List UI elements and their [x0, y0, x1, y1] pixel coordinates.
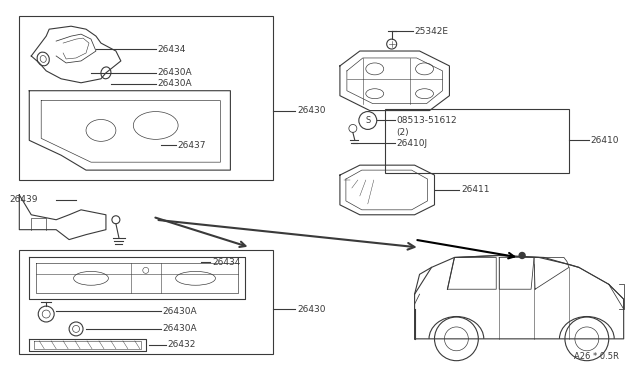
Text: 25342E: 25342E — [415, 27, 449, 36]
Bar — [19, 250, 273, 354]
Text: 26430: 26430 — [297, 106, 326, 115]
Bar — [385, 109, 569, 173]
Text: (2): (2) — [397, 128, 410, 137]
Text: 26439: 26439 — [10, 195, 38, 204]
Text: 26432: 26432 — [168, 340, 196, 349]
Text: 26437: 26437 — [178, 141, 206, 150]
Text: 26430A: 26430A — [157, 68, 193, 77]
Text: 26411: 26411 — [461, 186, 490, 195]
Circle shape — [519, 253, 525, 259]
Text: 26430A: 26430A — [163, 307, 197, 315]
Text: 26430: 26430 — [297, 305, 326, 314]
Bar — [19, 16, 273, 180]
Text: A26 * 0.5R: A26 * 0.5R — [574, 352, 619, 361]
Text: 26434: 26434 — [212, 258, 241, 267]
Text: 26430A: 26430A — [157, 79, 193, 88]
Text: 26434: 26434 — [157, 45, 186, 54]
Text: 08513-51612: 08513-51612 — [397, 116, 458, 125]
Text: 26410J: 26410J — [397, 139, 428, 148]
Text: S: S — [365, 116, 371, 125]
Text: 26410: 26410 — [591, 136, 620, 145]
Text: 26430A: 26430A — [163, 324, 197, 333]
